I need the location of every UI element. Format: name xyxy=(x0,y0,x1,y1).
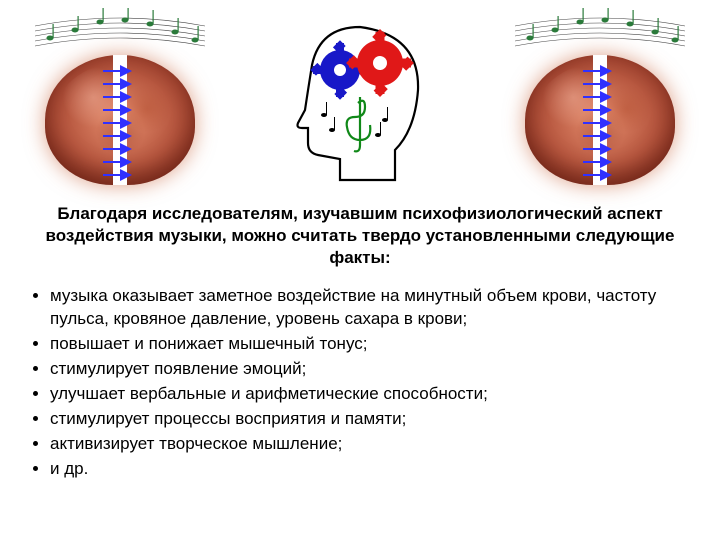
brain-arrows-right xyxy=(580,65,620,190)
images-row xyxy=(0,0,720,195)
brain-right xyxy=(500,13,700,193)
head-gears-diagram xyxy=(265,13,455,193)
music-notes-right xyxy=(510,8,690,53)
list-item: музыка оказывает заметное воздействие на… xyxy=(50,285,690,331)
list-item: стимулирует процессы восприятия и памяти… xyxy=(50,408,690,431)
bullet-list: музыка оказывает заметное воздействие на… xyxy=(0,285,720,481)
list-item: стимулирует появление эмоций; xyxy=(50,358,690,381)
heading-text: Благодаря исследователям, изучавшим псих… xyxy=(0,195,720,285)
list-item: повышает и понижает мышечный тонус; xyxy=(50,333,690,356)
list-item: активизирует творческое мышление; xyxy=(50,433,690,456)
list-item: и др. xyxy=(50,458,690,481)
brain-left xyxy=(20,13,220,193)
list-item: улучшает вербальные и арифметические спо… xyxy=(50,383,690,406)
brain-arrows-left xyxy=(100,65,140,190)
music-notes-left xyxy=(30,8,210,53)
